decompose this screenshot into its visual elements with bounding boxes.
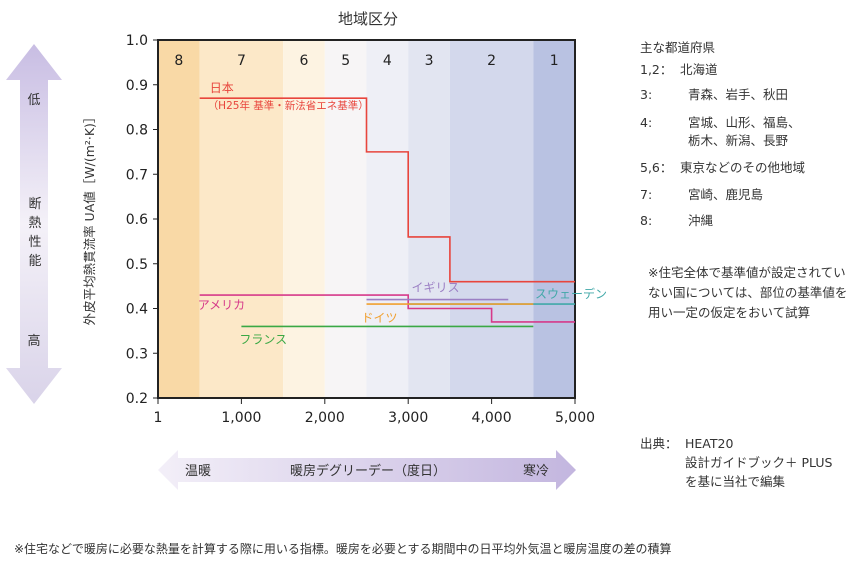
- x-tick-label: 1,000: [221, 410, 261, 426]
- zone-label-8: 8: [174, 53, 183, 69]
- legend-title: 主な都道府県: [640, 40, 716, 55]
- y-tick-label: 0.7: [126, 167, 148, 183]
- legend-row: 5,6： 東京などのその他地域: [640, 159, 805, 177]
- source-value: HEAT20 設計ガイドブック＋ PLUS を基に当社で編集: [685, 436, 833, 489]
- side-arrow-bottom: 高: [27, 333, 40, 349]
- series-line-1: [199, 294, 575, 323]
- y-tick-label: 0.3: [126, 346, 148, 362]
- x-tick-label: 1: [154, 410, 163, 426]
- zone-label-3: 3: [425, 53, 434, 69]
- hdd-arrow-center: 暖房デグリーデー（度日）: [290, 463, 446, 479]
- zone-4: [366, 40, 409, 398]
- legend-row: 3: 青森、岩手、秋田: [640, 86, 788, 104]
- zone-6: [283, 40, 325, 398]
- legend-row: 7: 宮崎、鹿児島: [640, 186, 763, 204]
- zone-label-2: 2: [487, 53, 496, 69]
- zone-label-7: 7: [237, 53, 246, 69]
- zone-label-1: 1: [550, 53, 559, 69]
- legend-row-key: 8:: [640, 213, 653, 228]
- y-tick-label: 0.4: [126, 302, 148, 318]
- side-arrow-top: 低: [27, 93, 40, 108]
- footer-note: ※住宅などで暖房に必要な熱量を計算する際に用いる指標。暖房を必要とする期間中の日…: [14, 542, 672, 556]
- x-tick-label: 3,000: [388, 410, 428, 426]
- source-key: 出典：: [640, 436, 678, 451]
- x-tick-label: 4,000: [472, 410, 512, 426]
- zone-8: [158, 40, 200, 398]
- legend-row-key: 1,2：: [640, 62, 673, 77]
- series-label-4: ドイツ: [362, 311, 398, 325]
- zone-3: [408, 40, 450, 398]
- legend-row-key: 3:: [640, 87, 653, 102]
- series-label-3: スウェーデン: [535, 286, 607, 301]
- legend-row-value: 北海道: [680, 62, 718, 77]
- zone-5: [324, 40, 367, 398]
- legend-row-key: 4:: [640, 115, 653, 130]
- hdd-arrow: [158, 450, 576, 490]
- series-sublabel-0: （H25年 基準・新法省エネ基準）: [208, 99, 369, 112]
- legend-row-key: 5,6：: [640, 160, 673, 175]
- y-tick-label: 0.2: [126, 391, 148, 407]
- insulation-arrow: [6, 44, 62, 404]
- legend-row-key: 7:: [640, 187, 653, 202]
- zone-1: [533, 40, 575, 398]
- y-axis-label: 外皮平均熱貫流率 UA値［W/(m²·K)］: [82, 111, 97, 326]
- zone-7: [199, 40, 284, 398]
- zone-label-5: 5: [341, 53, 350, 69]
- series-label-5: フランス: [239, 332, 287, 346]
- zone-2: [449, 40, 534, 398]
- series-line-0: [199, 97, 575, 283]
- y-tick-label: 0.9: [126, 78, 148, 94]
- x-tick-label: 5,000: [555, 410, 595, 426]
- series-label-1: アメリカ: [198, 298, 245, 312]
- y-tick-label: 1.0: [126, 33, 148, 49]
- legend-row-value: 東京などのその他地域: [680, 160, 806, 175]
- source-block: 出典： HEAT20 設計ガイドブック＋ PLUS を基に当社で編集: [640, 434, 832, 491]
- chart-title: 地域区分: [338, 10, 398, 28]
- legend-row-value: 宮崎、鹿児島: [688, 187, 764, 202]
- hdd-arrow-right: 寒冷: [523, 463, 549, 479]
- legend-row: 8: 沖縄: [640, 212, 713, 230]
- hdd-arrow-left: 温暖: [185, 464, 211, 479]
- note-text: ※住宅全体で基準値が設定されていない国については、部位の基準値を用い一定の仮定を…: [648, 265, 848, 320]
- series-label-0: 日本: [210, 81, 234, 95]
- x-tick-label: 2,000: [305, 410, 345, 426]
- legend-row: 4: 宮城、山形、福島、 栃木、新潟、長野: [640, 114, 801, 150]
- legend-row-value: 沖縄: [688, 213, 714, 228]
- side-arrow-middle: 断熱性能: [28, 197, 42, 269]
- series-label-2: イギリス: [412, 281, 460, 295]
- y-tick-label: 0.8: [126, 123, 148, 139]
- zone-label-4: 4: [383, 53, 392, 69]
- legend-row-value: 青森、岩手、秋田: [688, 87, 789, 102]
- zone-label-6: 6: [299, 53, 308, 69]
- legend-row: 1,2： 北海道: [640, 61, 718, 79]
- y-tick-label: 0.6: [126, 212, 148, 228]
- y-tick-label: 0.5: [126, 257, 148, 273]
- legend-row-value: 宮城、山形、福島、 栃木、新潟、長野: [688, 115, 801, 148]
